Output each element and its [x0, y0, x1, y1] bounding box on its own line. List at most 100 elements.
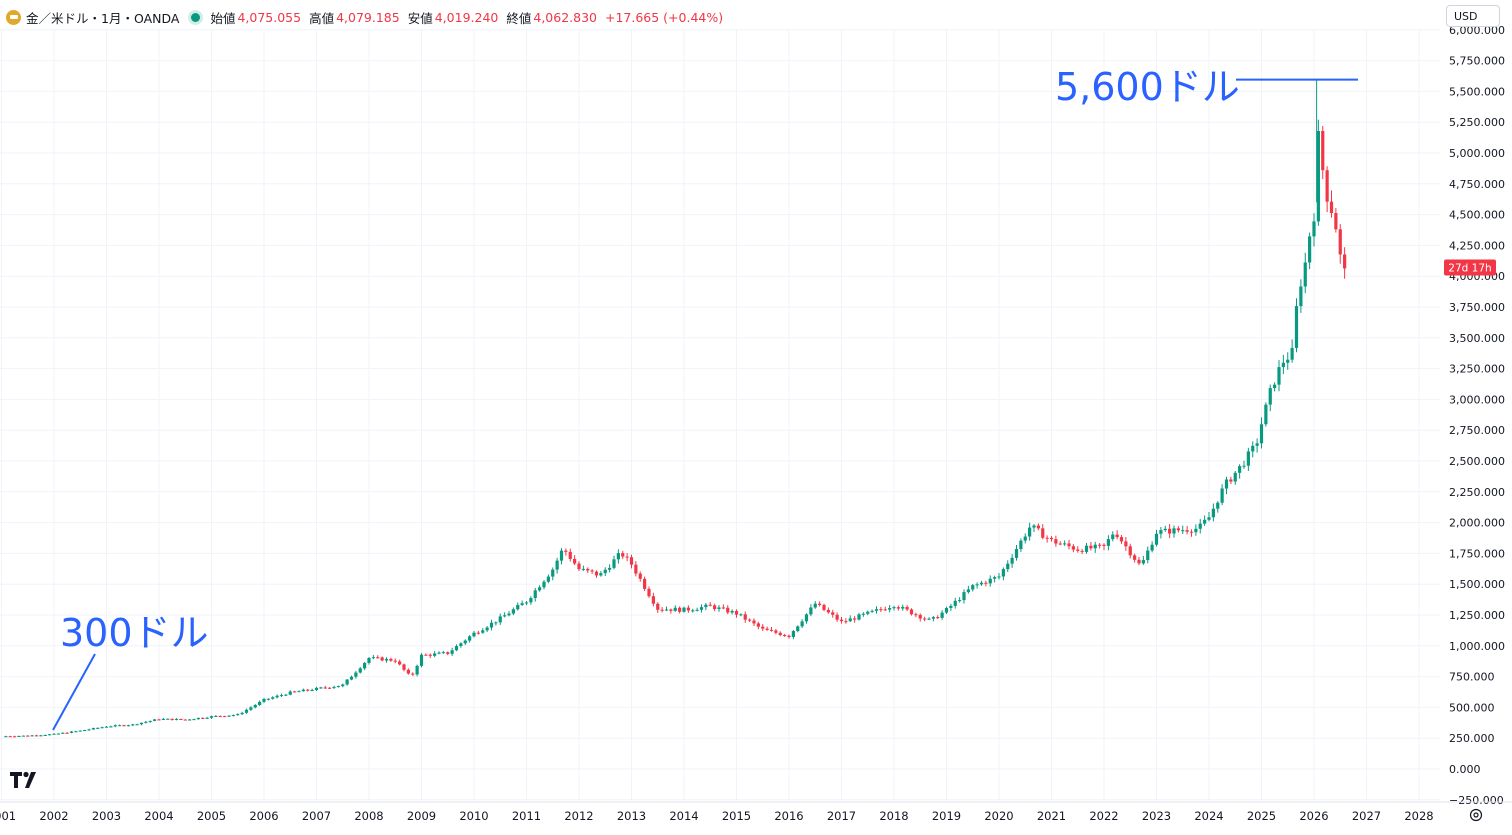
candle-body: [520, 603, 524, 605]
candle-body: [380, 657, 384, 661]
countdown-label: 27d 17h: [1448, 262, 1491, 274]
candle-body: [853, 618, 857, 620]
x-tick-label: 2014: [669, 809, 698, 823]
candle-body: [1093, 544, 1097, 549]
candle-body: [1216, 502, 1220, 509]
x-tick-label: 2021: [1037, 809, 1066, 823]
candle-body: [936, 617, 940, 619]
candle-body: [459, 643, 463, 647]
candle-body: [1054, 539, 1058, 544]
candle-body: [78, 730, 82, 732]
candle-body: [139, 722, 144, 725]
candle-body: [104, 726, 109, 728]
candle-body: [1343, 254, 1347, 269]
candle-body: [1220, 488, 1224, 503]
candle-body: [568, 551, 572, 559]
candle-body: [1268, 388, 1272, 405]
candle-body: [319, 687, 323, 689]
candle-body: [927, 618, 931, 620]
x-tick-label: 2020: [984, 809, 1013, 823]
candle-body: [201, 717, 205, 719]
candle-body: [26, 735, 30, 737]
candle-body: [839, 619, 844, 622]
candle-body: [341, 684, 345, 687]
x-tick-label: 2001: [0, 809, 16, 823]
candle-body: [1137, 559, 1141, 564]
candle-body: [1071, 546, 1075, 550]
candle-body: [1001, 569, 1005, 577]
candle-body: [629, 557, 634, 565]
candle-body: [271, 697, 275, 699]
candle-body: [704, 604, 708, 608]
candle-body: [643, 578, 647, 589]
candle-body: [472, 632, 476, 637]
candle-body: [1023, 536, 1027, 541]
y-tick-label: 3,500.000: [1449, 332, 1505, 345]
candle-body: [1203, 519, 1207, 524]
candle-body: [761, 626, 765, 629]
candle-body: [1019, 540, 1023, 550]
candle-body: [481, 630, 485, 633]
candle-body: [1172, 528, 1176, 534]
candle-body: [975, 584, 979, 586]
candle-body: [258, 701, 262, 705]
y-tick-label: 4,750.000: [1449, 178, 1505, 191]
candle-body: [1290, 347, 1294, 360]
candle-body: [144, 721, 148, 723]
candle-body: [96, 727, 100, 729]
y-tick-label: 0.000: [1449, 763, 1481, 776]
candle-body: [695, 609, 699, 611]
x-tick-label: 2013: [617, 809, 646, 823]
candle-body: [1181, 530, 1185, 532]
candle-body: [1286, 359, 1290, 363]
candle-body: [1277, 367, 1281, 385]
candle-body: [778, 632, 782, 636]
y-tick-label: 6,000.000: [1449, 24, 1505, 37]
y-tick-label: 1,250.000: [1449, 609, 1505, 622]
currency-selector[interactable]: USD: [1446, 5, 1500, 27]
candle-body: [848, 618, 852, 622]
candle-body: [1098, 544, 1102, 546]
x-tick-label: 2026: [1299, 809, 1328, 823]
candle-body: [1321, 130, 1325, 171]
candle-body: [809, 607, 813, 615]
candle-body: [30, 735, 34, 737]
settings-gear-icon[interactable]: [1468, 807, 1484, 827]
candle-body: [349, 676, 354, 680]
candle-body: [196, 717, 200, 720]
y-tick-label: 2,750.000: [1449, 424, 1505, 437]
candle-body: [608, 567, 612, 570]
candle-body: [1084, 545, 1089, 552]
candle-body: [1259, 424, 1264, 444]
candle-body: [183, 719, 187, 721]
candle-body: [384, 658, 389, 661]
candle-body: [1058, 543, 1062, 545]
x-tick-label: 2019: [932, 809, 961, 823]
candle-body: [1067, 543, 1071, 547]
candle-body: [857, 614, 861, 620]
price-tag: [1444, 259, 1496, 276]
candle-body: [909, 609, 914, 615]
candle-body: [56, 733, 60, 735]
y-tick-label: 750.000: [1449, 671, 1495, 684]
candle-body: [13, 736, 17, 738]
candle-body: [240, 712, 244, 715]
candle-body: [1146, 550, 1150, 561]
candle-body: [188, 719, 192, 721]
candle-body: [1238, 466, 1242, 473]
candle-body: [1014, 549, 1019, 558]
x-tick-label: 2028: [1404, 809, 1433, 823]
candle-body: [1308, 236, 1312, 263]
symbol-title[interactable]: 金／米ドル・1月・OANDA: [26, 10, 180, 26]
tradingview-logo-icon[interactable]: [10, 771, 42, 793]
candle-body: [1189, 531, 1194, 533]
candle-body: [1119, 537, 1124, 542]
open-value: 4,075.055: [237, 9, 302, 25]
candle-body: [656, 603, 660, 610]
candle-body: [524, 602, 529, 604]
x-tick-label: 2012: [564, 809, 593, 823]
candle-body: [660, 609, 664, 611]
candle-body: [752, 620, 756, 624]
